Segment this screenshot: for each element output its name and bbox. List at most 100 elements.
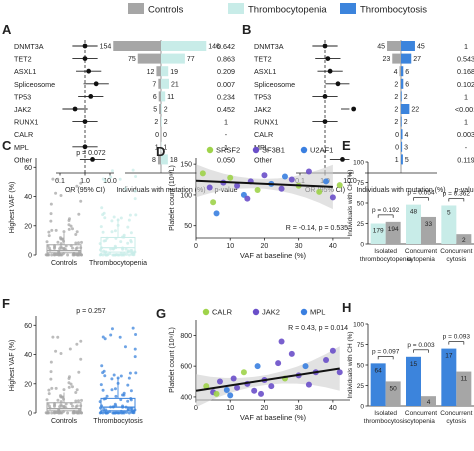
legend-label-u2af1: U2AF1 [310, 146, 333, 155]
data-point [75, 184, 79, 188]
bar-thrombocytopenia [370, 223, 386, 244]
p-value-text: 0.234 [217, 92, 235, 101]
legend-label-sf3b1: SF3B1 [262, 146, 285, 155]
data-point [76, 253, 80, 257]
data-point [117, 411, 121, 415]
bar-controls [385, 221, 401, 244]
bar-count-label: 11 [460, 376, 467, 383]
legend-marker-mpl [300, 308, 308, 316]
bar-controls [400, 91, 401, 102]
data-point [110, 219, 114, 223]
data-point [105, 394, 109, 398]
bar-thrombocytopenia [161, 104, 162, 114]
bar-value-label-left: 8 [152, 157, 156, 164]
gene-label: ASXL1 [254, 67, 276, 76]
x-category-label: Thrombocytosis [93, 418, 143, 425]
bar-thrombocytopenia [161, 53, 185, 64]
data-point [130, 407, 134, 411]
data-point [75, 246, 79, 250]
bar-controls [157, 154, 161, 165]
scatter-point-sf3b1 [329, 194, 336, 201]
scatter-point-sf3b1 [234, 182, 241, 189]
scatter-point-mpl [227, 392, 234, 399]
data-point [112, 253, 116, 257]
data-point [47, 388, 51, 392]
data-point [110, 169, 114, 173]
data-point [49, 360, 53, 364]
scatter-point-mpl [223, 387, 230, 393]
x-category-label: Controls [51, 418, 78, 425]
gene-label: TP53 [14, 92, 31, 101]
scatter-point-sf3b1 [305, 168, 312, 175]
data-point [49, 377, 53, 381]
data-point [113, 229, 117, 233]
scatter-point-srsf2 [254, 187, 261, 193]
scatter-point-jak2 [278, 338, 285, 345]
bar-value-label-right: 27 [413, 56, 421, 63]
data-point [54, 191, 58, 195]
data-point [77, 370, 81, 374]
data-point [45, 398, 49, 402]
data-point [50, 253, 54, 257]
data-point [66, 253, 70, 257]
data-point [70, 385, 74, 389]
x-category-label: cytopenia [407, 418, 435, 425]
data-point [130, 249, 134, 253]
data-point [71, 411, 75, 415]
scatter-point-jak2 [258, 390, 265, 397]
or-point [88, 94, 94, 99]
x-tick-label: 30 [295, 405, 303, 412]
data-point [54, 349, 58, 353]
bar-value-label-left: 6 [153, 94, 157, 101]
bar-controls [156, 66, 161, 77]
scatter-point-calr [213, 390, 220, 397]
data-point [133, 347, 137, 351]
or-point [82, 144, 88, 150]
bar-thrombocytosis [401, 53, 412, 64]
p-value-text: 0.003 [457, 130, 474, 139]
scatter-point-srsf2 [199, 170, 206, 177]
bar-value-label-right: 3 [404, 144, 408, 151]
p-annotation: p = 0.192 [372, 207, 400, 214]
p-annotation: p = 0.072 [76, 150, 105, 157]
data-point [67, 227, 71, 231]
p-value-text: 1 [464, 92, 468, 101]
bar-thrombocytosis [370, 363, 386, 406]
scatter-point-jak2 [336, 369, 343, 376]
data-point [117, 253, 121, 257]
stats-annotation: R = -0.14, p = 0.535 [286, 225, 348, 232]
or-point [322, 94, 328, 99]
data-point [77, 408, 81, 412]
data-point [102, 239, 106, 243]
bar-thrombocytosis [401, 141, 403, 152]
x-category-label: cytopenia [407, 256, 435, 263]
y-tick-label: 0 [360, 404, 364, 411]
bar-axis-label: Individuals with mutation (%) [116, 187, 205, 194]
y-tick-label: 50 [184, 223, 192, 230]
bar-controls [421, 216, 436, 244]
x-category-label: Concurrent [440, 248, 472, 255]
scatter-point-sf3b1 [261, 172, 268, 179]
legend-marker-calr [202, 308, 210, 316]
y-tick-label: 800 [180, 333, 192, 340]
data-point [62, 230, 66, 234]
or-axis-label: OR (95% CI) [65, 187, 105, 194]
data-point [108, 252, 112, 256]
scatter-point-srsf2 [316, 188, 323, 195]
data-point [134, 371, 138, 375]
y-tick-label: 50 [357, 201, 365, 208]
bar-controls [160, 116, 161, 127]
legend-label-thrombocytopenia: Thrombocytopenia [248, 5, 327, 16]
y-axis-label: Platelet count (10⁹/L) [169, 165, 176, 231]
data-point [70, 227, 74, 231]
data-point [74, 390, 78, 394]
data-point [49, 212, 53, 216]
x-tick-label: 30 [295, 243, 303, 250]
data-point [131, 411, 135, 415]
data-point [134, 332, 138, 336]
bar-controls [158, 91, 161, 102]
bar-count-label: 4 [427, 399, 431, 406]
data-point [118, 177, 122, 181]
data-point [74, 241, 78, 245]
data-point [121, 247, 125, 251]
